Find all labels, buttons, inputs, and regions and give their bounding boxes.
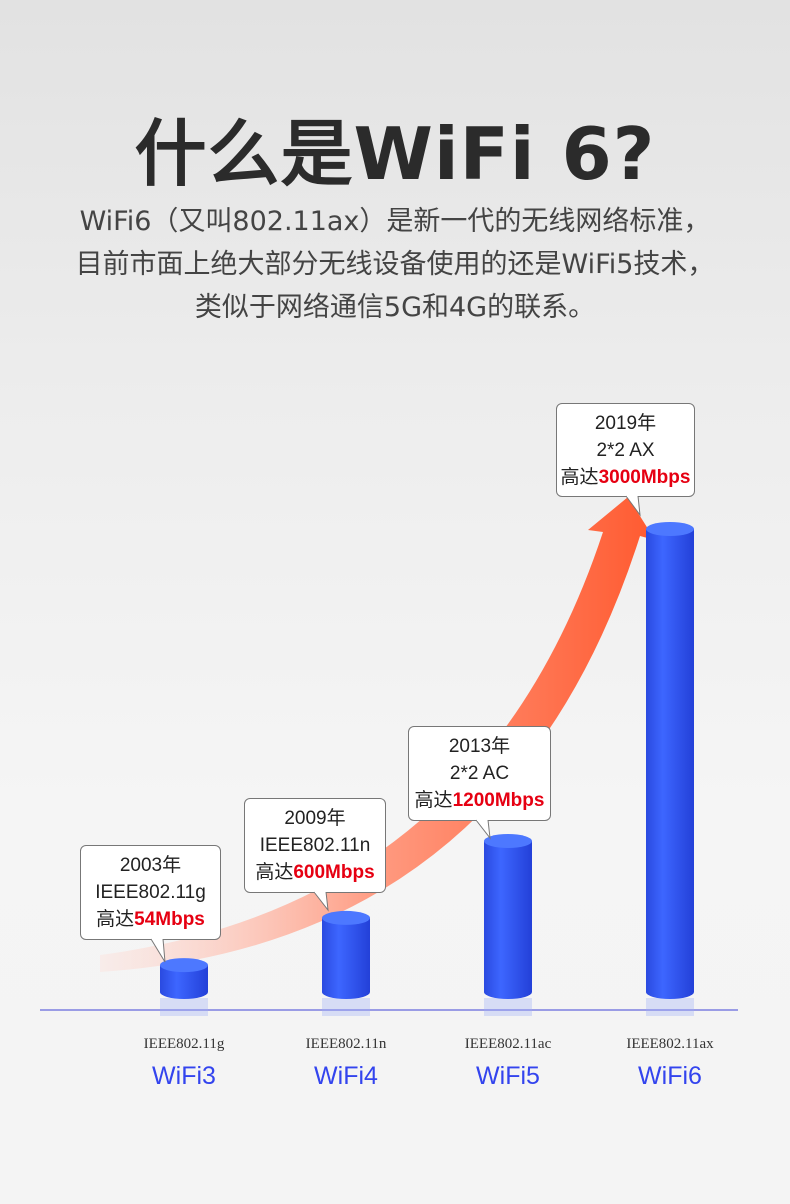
speed-value: 600Mbps (293, 862, 375, 883)
callout-year: 2013年 (448, 736, 511, 757)
callout-year: 2019年 (594, 413, 657, 434)
description: WiFi6（又叫802.11ax）是新一代的无线网络标准， 目前市面上绝大部分无… (0, 200, 790, 329)
standard-label: IEEE802.11n (305, 1036, 387, 1052)
callout-standard: IEEE802.11g (95, 882, 206, 903)
category-label: WiFi6 (638, 1062, 702, 1090)
bar-top (484, 834, 532, 849)
callout-wifi3: 2003年 IEEE802.11g 高达54Mbps (80, 845, 221, 940)
bar-top (322, 910, 370, 925)
standard-label: IEEE802.11ax (626, 1036, 714, 1052)
description-line: WiFi6（又叫802.11ax）是新一代的无线网络标准， (79, 206, 711, 237)
bar (160, 965, 208, 999)
speed-value: 1200Mbps (452, 790, 545, 811)
bar (484, 841, 532, 999)
category-label: WiFi3 (152, 1062, 216, 1090)
bar-reflection (484, 998, 532, 1016)
bar-reflection (160, 998, 208, 1016)
callout-standard: IEEE802.11n (259, 835, 371, 856)
bar (322, 917, 370, 999)
callout-standard: 2*2 AC (449, 763, 510, 784)
bar (646, 529, 694, 999)
callout-speed: 高达3000Mbps (560, 467, 691, 488)
callout-speed: 高达600Mbps (255, 862, 375, 883)
category-label: WiFi5 (476, 1062, 540, 1090)
page-title: 什么是WiFi 6? (134, 112, 656, 196)
bar-top (646, 522, 694, 536)
speed-value: 54Mbps (134, 909, 205, 930)
callout-wifi6: 2019年 2*2 AX 高达3000Mbps (556, 403, 695, 497)
callout-speed: 高达1200Mbps (414, 790, 545, 811)
standard-label: IEEE802.11g (143, 1036, 225, 1052)
callout-year: 2009年 (284, 808, 346, 829)
bar-reflection (646, 998, 694, 1016)
standard-label: IEEE802.11ac (464, 1036, 552, 1052)
speed-value: 3000Mbps (598, 467, 691, 488)
category-label: WiFi4 (314, 1062, 378, 1090)
callout-standard: 2*2 AX (596, 440, 655, 461)
callout-wifi4: 2009年 IEEE802.11n 高达600Mbps (244, 798, 386, 893)
bar-top (160, 958, 208, 973)
bar-reflection (322, 998, 370, 1016)
description-line: 目前市面上绝大部分无线设备使用的还是WiFi5技术， (75, 249, 715, 280)
callout-wifi5: 2013年 2*2 AC 高达1200Mbps (408, 726, 551, 821)
callout-speed: 高达54Mbps (96, 909, 205, 930)
callout-year: 2003年 (119, 855, 182, 876)
description-line: 类似于网络通信5G和4G的联系。 (194, 292, 596, 323)
